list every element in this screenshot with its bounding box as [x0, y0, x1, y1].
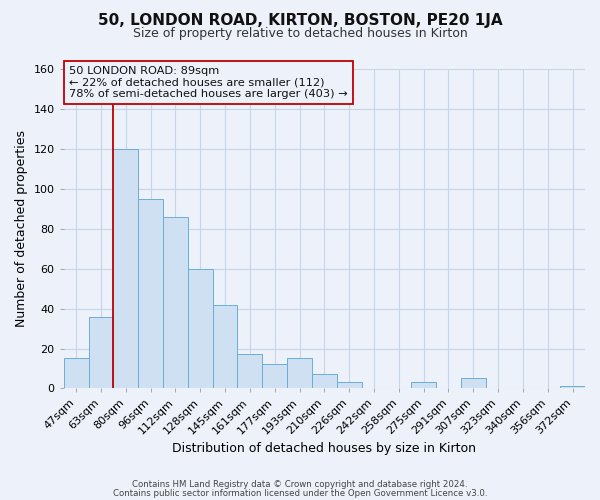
Bar: [411, 382, 436, 388]
Text: Contains public sector information licensed under the Open Government Licence v3: Contains public sector information licen…: [113, 488, 487, 498]
Bar: [337, 382, 362, 388]
Bar: [163, 216, 188, 388]
Bar: [89, 316, 113, 388]
Bar: [188, 268, 212, 388]
Bar: [113, 149, 138, 388]
Bar: [312, 374, 337, 388]
Bar: [560, 386, 585, 388]
Y-axis label: Number of detached properties: Number of detached properties: [15, 130, 28, 327]
Bar: [64, 358, 89, 388]
Text: Contains HM Land Registry data © Crown copyright and database right 2024.: Contains HM Land Registry data © Crown c…: [132, 480, 468, 489]
Bar: [238, 354, 262, 388]
Bar: [287, 358, 312, 388]
X-axis label: Distribution of detached houses by size in Kirton: Distribution of detached houses by size …: [172, 442, 476, 455]
Text: 50 LONDON ROAD: 89sqm
← 22% of detached houses are smaller (112)
78% of semi-det: 50 LONDON ROAD: 89sqm ← 22% of detached …: [69, 66, 347, 99]
Text: Size of property relative to detached houses in Kirton: Size of property relative to detached ho…: [133, 28, 467, 40]
Bar: [212, 304, 238, 388]
Bar: [262, 364, 287, 388]
Text: 50, LONDON ROAD, KIRTON, BOSTON, PE20 1JA: 50, LONDON ROAD, KIRTON, BOSTON, PE20 1J…: [98, 12, 502, 28]
Bar: [461, 378, 486, 388]
Bar: [138, 199, 163, 388]
